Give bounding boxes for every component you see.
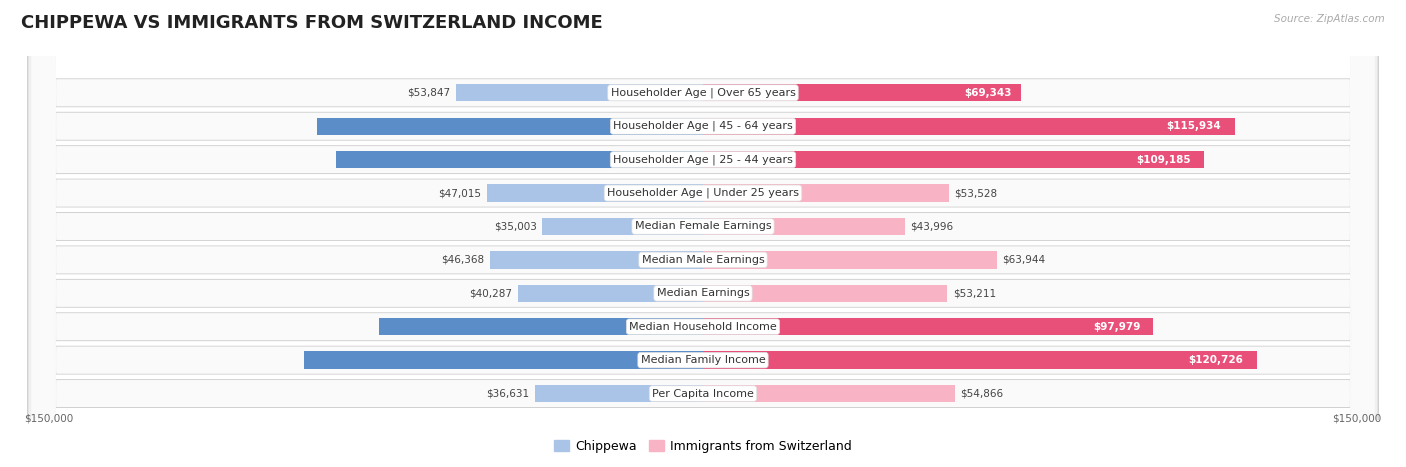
Text: $70,539: $70,539 <box>696 322 744 332</box>
Bar <box>534 385 703 402</box>
FancyBboxPatch shape <box>31 0 1375 467</box>
FancyBboxPatch shape <box>31 0 1375 467</box>
Legend: Chippewa, Immigrants from Switzerland: Chippewa, Immigrants from Switzerland <box>548 435 858 458</box>
Text: Per Capita Income: Per Capita Income <box>652 389 754 398</box>
FancyBboxPatch shape <box>31 0 1375 467</box>
Text: $150,000: $150,000 <box>24 414 73 424</box>
Text: Median Male Earnings: Median Male Earnings <box>641 255 765 265</box>
Bar <box>703 284 948 302</box>
Text: $97,979: $97,979 <box>1094 322 1140 332</box>
Text: $43,996: $43,996 <box>911 221 953 232</box>
Bar <box>703 184 949 202</box>
Bar <box>517 284 703 302</box>
FancyBboxPatch shape <box>28 0 1378 467</box>
Text: $63,944: $63,944 <box>1002 255 1045 265</box>
FancyBboxPatch shape <box>28 0 1378 467</box>
Text: Householder Age | 45 - 64 years: Householder Age | 45 - 64 years <box>613 121 793 132</box>
Text: $53,847: $53,847 <box>408 88 450 98</box>
FancyBboxPatch shape <box>28 0 1378 467</box>
Bar <box>543 218 703 235</box>
Bar <box>703 151 1205 168</box>
FancyBboxPatch shape <box>31 0 1375 467</box>
FancyBboxPatch shape <box>28 0 1378 467</box>
Bar <box>703 218 905 235</box>
Text: $40,287: $40,287 <box>470 288 512 298</box>
Text: CHIPPEWA VS IMMIGRANTS FROM SWITZERLAND INCOME: CHIPPEWA VS IMMIGRANTS FROM SWITZERLAND … <box>21 14 603 32</box>
Bar <box>318 118 703 135</box>
FancyBboxPatch shape <box>31 0 1375 467</box>
Bar <box>703 318 1153 335</box>
Text: $120,726: $120,726 <box>1188 355 1243 365</box>
Bar <box>456 84 703 101</box>
Bar <box>380 318 703 335</box>
Text: $69,343: $69,343 <box>965 88 1012 98</box>
Bar <box>703 385 955 402</box>
Bar <box>336 151 703 168</box>
Text: $109,185: $109,185 <box>1136 155 1191 165</box>
FancyBboxPatch shape <box>28 0 1378 467</box>
FancyBboxPatch shape <box>31 0 1375 467</box>
Text: $53,528: $53,528 <box>955 188 997 198</box>
FancyBboxPatch shape <box>28 0 1378 467</box>
Text: Source: ZipAtlas.com: Source: ZipAtlas.com <box>1274 14 1385 24</box>
Text: $83,943: $83,943 <box>696 121 742 131</box>
FancyBboxPatch shape <box>31 0 1375 467</box>
Bar <box>703 118 1236 135</box>
FancyBboxPatch shape <box>28 0 1378 467</box>
Text: Median Household Income: Median Household Income <box>628 322 778 332</box>
Bar <box>304 352 703 369</box>
Text: Median Female Earnings: Median Female Earnings <box>634 221 772 232</box>
FancyBboxPatch shape <box>28 0 1378 467</box>
FancyBboxPatch shape <box>28 0 1378 467</box>
Text: $150,000: $150,000 <box>1333 414 1382 424</box>
FancyBboxPatch shape <box>31 0 1375 467</box>
Text: $46,368: $46,368 <box>441 255 485 265</box>
Text: $47,015: $47,015 <box>439 188 481 198</box>
Text: $80,005: $80,005 <box>696 155 744 165</box>
FancyBboxPatch shape <box>31 0 1375 467</box>
Bar <box>703 352 1257 369</box>
Text: $86,852: $86,852 <box>695 355 742 365</box>
FancyBboxPatch shape <box>31 0 1375 467</box>
FancyBboxPatch shape <box>28 0 1378 467</box>
Text: Median Family Income: Median Family Income <box>641 355 765 365</box>
Bar <box>703 251 997 269</box>
Bar <box>491 251 703 269</box>
Text: $35,003: $35,003 <box>494 221 537 232</box>
Text: $36,631: $36,631 <box>486 389 529 398</box>
Text: $115,934: $115,934 <box>1167 121 1222 131</box>
Text: Householder Age | Under 25 years: Householder Age | Under 25 years <box>607 188 799 198</box>
Text: Householder Age | 25 - 44 years: Householder Age | 25 - 44 years <box>613 155 793 165</box>
Bar <box>703 84 1022 101</box>
Text: Median Earnings: Median Earnings <box>657 288 749 298</box>
Bar <box>486 184 703 202</box>
Text: Householder Age | Over 65 years: Householder Age | Over 65 years <box>610 87 796 98</box>
Text: $54,866: $54,866 <box>960 389 1004 398</box>
Text: $53,211: $53,211 <box>953 288 995 298</box>
